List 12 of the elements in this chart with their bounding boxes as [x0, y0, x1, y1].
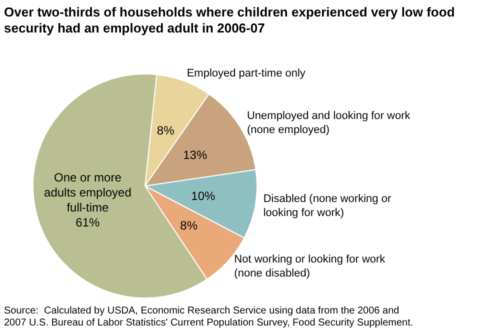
slice-label: One or more adults employed full-time [44, 170, 132, 215]
data-label: 8% [180, 218, 198, 232]
slice-label: Unemployed and looking for work (none employed) [246, 110, 411, 136]
slice-label: Employed part-time only [186, 68, 306, 80]
data-label: 8% [156, 124, 175, 138]
data-label: 13% [183, 148, 208, 162]
source-note: Source: Calculated by USDA, Economic Research Service using data from the 2006 and 2007 U.S. Bureau of Labor Statistics' Current Population Survey, Food Security Supplement. [4, 306, 414, 328]
data-label: 10% [191, 188, 216, 203]
chart-title: Over two-thirds of households where children experienced very low food security had an employed adult in 2006-07 [4, 4, 455, 36]
slice-label: Disabled (none working or looking for work) [263, 193, 392, 220]
data-label: 61% [76, 216, 100, 230]
slice-label: Not working or looking for work (none disabled) [234, 253, 386, 280]
